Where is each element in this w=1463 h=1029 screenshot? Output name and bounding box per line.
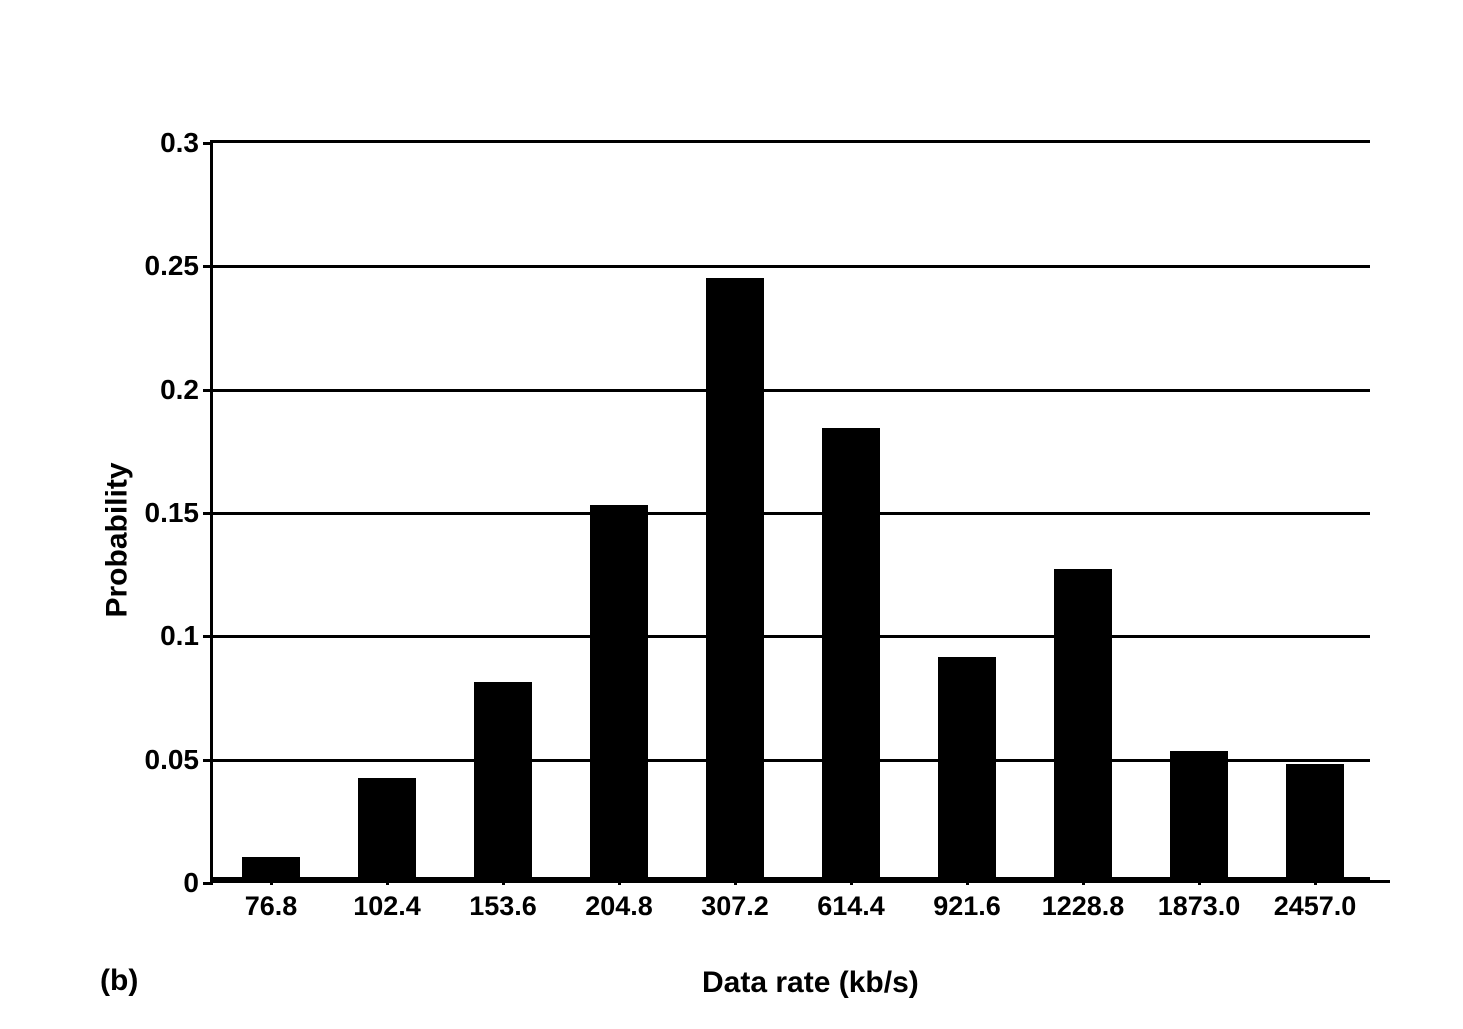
y-tick-mark bbox=[203, 635, 213, 638]
y-tick-label: 0 bbox=[183, 867, 199, 899]
x-tick-label: 1873.0 bbox=[1158, 891, 1241, 922]
y-tick-mark bbox=[203, 142, 213, 145]
x-tick-label: 921.6 bbox=[933, 891, 1001, 922]
y-axis-label: Probability bbox=[101, 462, 135, 617]
bar bbox=[1054, 569, 1112, 877]
x-axis-line bbox=[210, 880, 1390, 883]
bar bbox=[706, 278, 764, 877]
bar bbox=[242, 857, 300, 877]
subplot-label: (b) bbox=[100, 964, 138, 998]
plot-area: 00.050.10.150.20.250.3 76.8102.4153.6204… bbox=[210, 140, 1370, 880]
bar bbox=[358, 778, 416, 877]
y-tick-mark bbox=[203, 389, 213, 392]
bar bbox=[590, 505, 648, 877]
bar bbox=[1286, 764, 1344, 877]
x-tick-label: 153.6 bbox=[469, 891, 537, 922]
y-tick-mark bbox=[203, 512, 213, 515]
y-tick-label: 0.2 bbox=[160, 374, 199, 406]
y-tick-label: 0.05 bbox=[145, 744, 200, 776]
x-tick-label: 307.2 bbox=[701, 891, 769, 922]
x-tick-label: 204.8 bbox=[585, 891, 653, 922]
x-tick-label: 614.4 bbox=[817, 891, 885, 922]
bar bbox=[1170, 751, 1228, 877]
y-tick-mark bbox=[203, 759, 213, 762]
bar bbox=[822, 428, 880, 877]
y-tick-label: 0.15 bbox=[145, 497, 200, 529]
probability-chart: Probability 00.050.10.150.20.250.3 76.81… bbox=[60, 100, 1400, 980]
y-tick-label: 0.3 bbox=[160, 127, 199, 159]
y-tick-mark bbox=[203, 265, 213, 268]
y-tick-label: 0.1 bbox=[160, 620, 199, 652]
y-tick-label: 0.25 bbox=[145, 250, 200, 282]
x-tick-label: 102.4 bbox=[353, 891, 421, 922]
bar bbox=[938, 657, 996, 877]
x-tick-label: 76.8 bbox=[245, 891, 298, 922]
bar bbox=[474, 682, 532, 877]
x-tick-label: 2457.0 bbox=[1274, 891, 1357, 922]
x-axis-label: Data rate (kb/s) bbox=[702, 966, 919, 1000]
x-tick-label: 1228.8 bbox=[1042, 891, 1125, 922]
bars-container bbox=[213, 143, 1370, 877]
